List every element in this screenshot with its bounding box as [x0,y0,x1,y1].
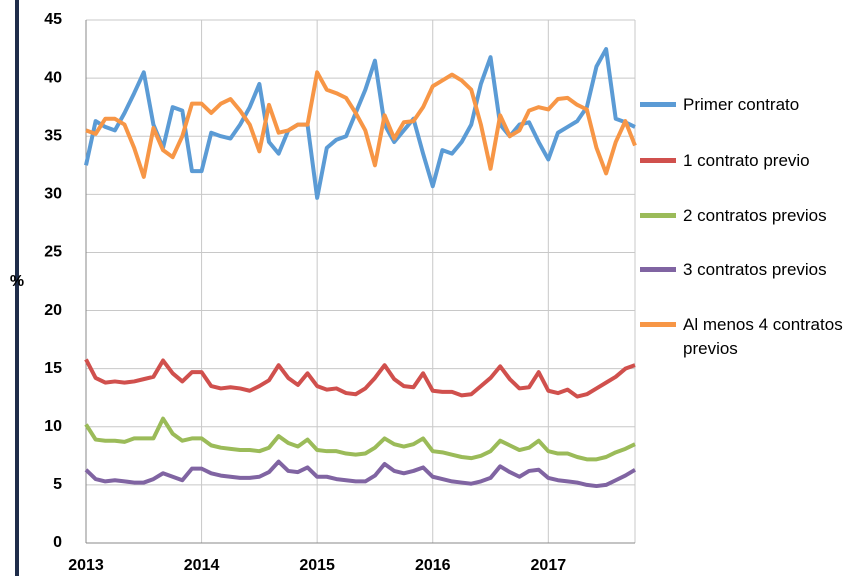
x-tick-label: 2013 [68,557,104,574]
series-line [84,358,636,399]
legend-label: 3 contratos previos [683,260,827,279]
y-tick-label: 0 [53,534,62,551]
legend-label: 1 contrato previo [683,151,810,170]
legend-item: 3 contratos previos [640,258,827,282]
y-tick-label: 20 [44,302,62,319]
y-tick-label: 15 [44,360,62,377]
left-border [15,0,19,576]
x-tick-label: 2017 [531,557,567,574]
legend-swatch [640,322,676,327]
x-tick-label: 2015 [299,557,335,574]
y-tick-label: 40 [44,69,62,86]
y-axis-label: % [10,273,24,290]
legend-swatch [640,213,676,218]
legend-swatch [640,267,676,272]
legend-swatch [640,158,676,163]
y-tick-label: 25 [44,244,62,261]
legend-item: Primer contrato [640,93,799,117]
legend-item: 2 contratos previos [640,204,827,228]
series-line [84,47,636,200]
y-tick-label: 45 [44,11,62,28]
x-tick-label: 2016 [415,557,451,574]
legend-label: Al menos 4 contratos previos [683,315,843,358]
legend-label: 2 contratos previos [683,206,827,225]
series-line [84,459,637,489]
y-tick-label: 35 [44,127,62,144]
y-tick-label: 5 [53,476,62,493]
x-tick-label: 2014 [184,557,220,574]
series-line [84,416,636,462]
y-tick-label: 10 [44,418,62,435]
legend-swatch [640,102,676,107]
legend-label: Primer contrato [683,95,800,114]
series-line [85,70,637,179]
legend-item: 1 contrato previo [640,149,810,173]
y-tick-label: 30 [44,186,62,203]
legend-item: Al menos 4 contratos previos [640,313,848,361]
